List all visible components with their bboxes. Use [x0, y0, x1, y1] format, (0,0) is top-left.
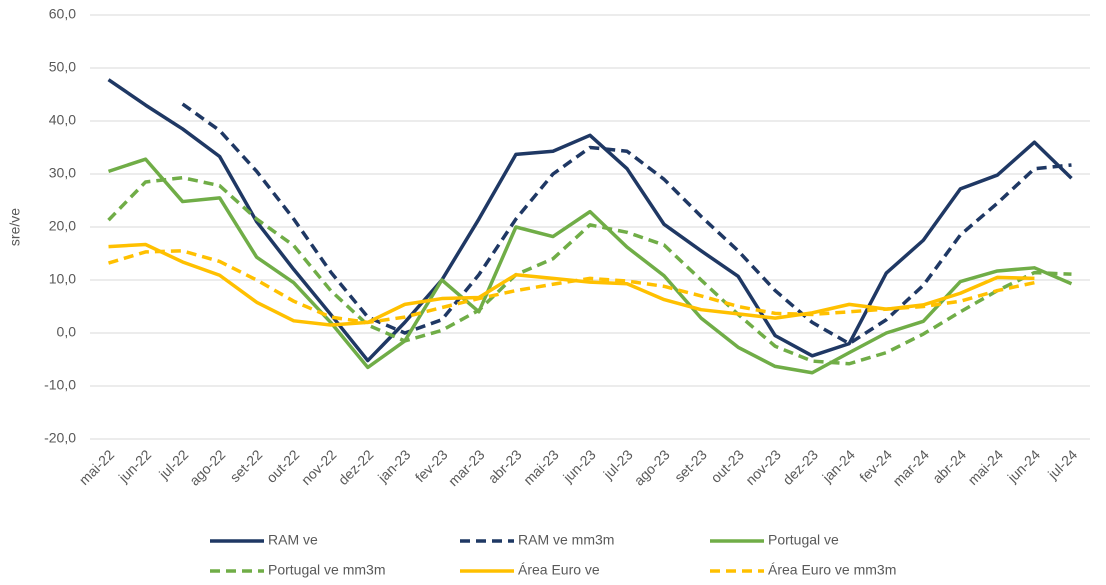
- x-tick-label: set-22: [227, 446, 266, 485]
- x-tick-label: fev-24: [856, 446, 895, 485]
- y-tick-label: 40,0: [49, 112, 76, 128]
- x-tick-label: mai-22: [76, 446, 118, 488]
- y-tick-label: 50,0: [49, 59, 76, 75]
- y-tick-label: 20,0: [49, 218, 76, 234]
- x-tick-label: jan-23: [374, 446, 414, 486]
- x-tick-label: ago-23: [631, 446, 673, 488]
- x-tick-label: jul-24: [1044, 446, 1080, 482]
- y-tick-label: 60,0: [49, 6, 76, 22]
- y-tick-label: 30,0: [49, 165, 76, 181]
- x-tick-label: mar-23: [445, 446, 488, 489]
- legend-label: Portugal ve: [768, 532, 839, 548]
- x-tick-label: abr-24: [929, 446, 969, 486]
- x-tick-label: abr-23: [485, 446, 525, 486]
- legend-label: RAM ve mm3m: [518, 532, 614, 548]
- y-axis-label: sre/ve: [7, 208, 23, 246]
- x-tick-label: nov-22: [298, 446, 340, 488]
- x-tick-label: jun-22: [115, 446, 155, 486]
- x-tick-label: mai-23: [520, 446, 562, 488]
- x-tick-label: nov-23: [742, 446, 784, 488]
- legend-label: Portugal ve mm3m: [268, 562, 385, 578]
- x-tick-label: ago-22: [186, 446, 228, 488]
- x-tick-label: jun-23: [559, 446, 599, 486]
- legend-label: Área Euro ve: [518, 562, 600, 578]
- x-tick-label: jun-24: [1004, 446, 1044, 486]
- x-tick-label: out-23: [707, 446, 747, 486]
- series-line: [107, 157, 1073, 375]
- x-tick-label: set-23: [671, 446, 710, 485]
- x-tick-label: jan-24: [818, 446, 858, 486]
- legend-label: Área Euro ve mm3m: [768, 562, 896, 578]
- y-tick-label: 10,0: [49, 271, 76, 287]
- series-line: [108, 249, 1035, 325]
- series-line: [107, 78, 1073, 363]
- legend-label: RAM ve: [268, 532, 318, 548]
- y-tick-label: -20,0: [44, 430, 76, 446]
- x-tick-label: mar-24: [889, 446, 932, 489]
- x-tick-label: out-22: [263, 446, 303, 486]
- series-line: [181, 102, 1072, 346]
- x-tick-label: dez-22: [335, 446, 377, 488]
- x-tick-label: dez-23: [779, 446, 821, 488]
- y-tick-label: -10,0: [44, 377, 76, 393]
- series-line: [107, 175, 1072, 366]
- x-tick-label: mai-24: [965, 446, 1007, 488]
- y-tick-label: 0,0: [57, 324, 77, 340]
- x-tick-label: fev-23: [412, 446, 451, 485]
